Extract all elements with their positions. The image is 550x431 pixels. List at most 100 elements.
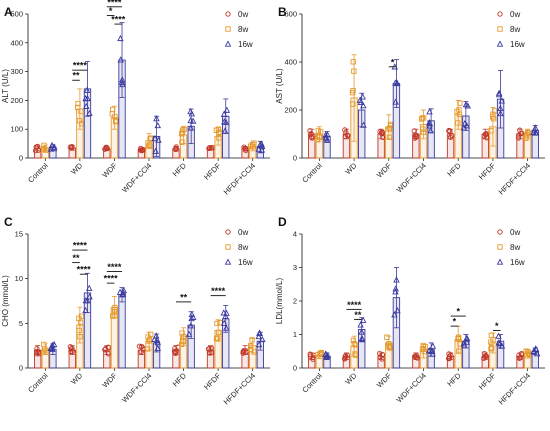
significance-stars: ** — [73, 71, 81, 81]
data-point — [358, 328, 365, 335]
data-point — [113, 118, 119, 125]
data-point — [411, 128, 417, 134]
data-point — [139, 147, 145, 154]
data-point — [428, 347, 435, 354]
data-point — [446, 353, 453, 360]
data-point — [145, 143, 152, 149]
data-point — [86, 293, 93, 300]
data-point — [420, 129, 427, 135]
y-tick-label: 0 — [19, 364, 23, 373]
data-point — [69, 345, 75, 352]
data-point — [488, 346, 494, 352]
data-point — [153, 336, 161, 343]
data-point — [463, 338, 471, 345]
bar — [118, 294, 126, 369]
data-point — [43, 349, 49, 355]
data-point — [386, 344, 393, 350]
data-point — [32, 147, 39, 154]
data-point — [69, 145, 75, 151]
y-tick-label: 200 — [10, 96, 23, 105]
data-point — [495, 89, 503, 96]
data-point — [456, 348, 462, 354]
data-point — [154, 121, 162, 129]
data-point — [317, 351, 323, 358]
data-point — [322, 350, 330, 357]
data-point — [153, 115, 160, 122]
data-point — [258, 140, 265, 147]
significance-stars: **** — [107, 262, 122, 272]
data-point — [352, 351, 358, 357]
data-point — [324, 351, 332, 359]
data-point — [413, 354, 419, 361]
panel-letter: D — [278, 215, 287, 229]
legend-marker — [225, 229, 231, 235]
category-label: HFDF — [202, 161, 223, 182]
data-point — [220, 110, 228, 117]
data-point — [392, 79, 399, 86]
data-point — [221, 127, 229, 134]
data-point — [248, 343, 254, 349]
data-point — [117, 34, 124, 42]
data-point — [360, 121, 367, 128]
data-point — [393, 276, 400, 283]
data-point — [523, 134, 529, 140]
data-point — [214, 335, 221, 341]
y-tick-label: 5 — [19, 319, 23, 328]
data-point — [357, 321, 364, 328]
data-point — [208, 345, 215, 351]
data-point — [429, 350, 436, 357]
data-point — [187, 124, 195, 131]
data-point — [172, 345, 178, 352]
category-label: HFDF — [477, 161, 498, 182]
data-point — [518, 130, 524, 137]
data-point — [426, 108, 433, 115]
data-point — [215, 126, 222, 132]
y-tick-label: 100 — [10, 125, 23, 134]
data-point — [117, 56, 124, 63]
category-label: WD — [69, 371, 85, 387]
data-point — [206, 145, 213, 151]
data-point — [205, 346, 212, 352]
data-point — [455, 120, 461, 126]
data-point — [187, 107, 194, 115]
chart-panel-a: A 0 100 200 300 400 500 ALT (U/L) Control WD WDF WD… — [1, 0, 270, 196]
category-label: HFDF+CCl4 — [222, 161, 257, 196]
data-point — [116, 288, 124, 295]
legend-label: 8w — [238, 243, 248, 252]
data-point — [259, 335, 266, 343]
legend-marker — [225, 244, 231, 250]
data-point — [50, 340, 58, 348]
data-point — [221, 118, 228, 125]
data-point — [454, 108, 460, 115]
data-point — [392, 288, 399, 295]
legend-marker — [497, 229, 503, 235]
data-point — [85, 284, 93, 291]
legend-marker — [497, 244, 503, 250]
category-label: HFDF+CCl4 — [497, 161, 532, 196]
data-point — [82, 306, 89, 314]
data-point — [241, 144, 247, 150]
data-point — [41, 145, 47, 152]
data-point — [413, 352, 420, 359]
data-point — [220, 319, 228, 326]
legend-label: 16w — [238, 258, 253, 267]
data-point — [461, 119, 469, 127]
data-point — [379, 131, 385, 137]
data-point — [112, 304, 118, 311]
category-label: HFDF — [202, 371, 223, 392]
data-point — [188, 314, 195, 322]
data-point — [394, 79, 401, 87]
category-label: HFD — [445, 371, 463, 389]
data-point — [495, 332, 502, 339]
significance-stars: * — [109, 6, 113, 16]
data-point — [222, 118, 230, 125]
y-tick-label: 500 — [10, 10, 23, 19]
data-point — [240, 348, 246, 355]
chart-panel-b: B 0 200 400 600 AST (U/L) Control WD WDF WDF+CCl4… — [275, 5, 545, 196]
data-point — [308, 134, 315, 140]
data-point — [307, 353, 313, 359]
data-point — [187, 116, 194, 124]
category-label: HFDF — [477, 371, 498, 392]
legend-marker — [496, 40, 504, 47]
data-point — [179, 341, 185, 348]
